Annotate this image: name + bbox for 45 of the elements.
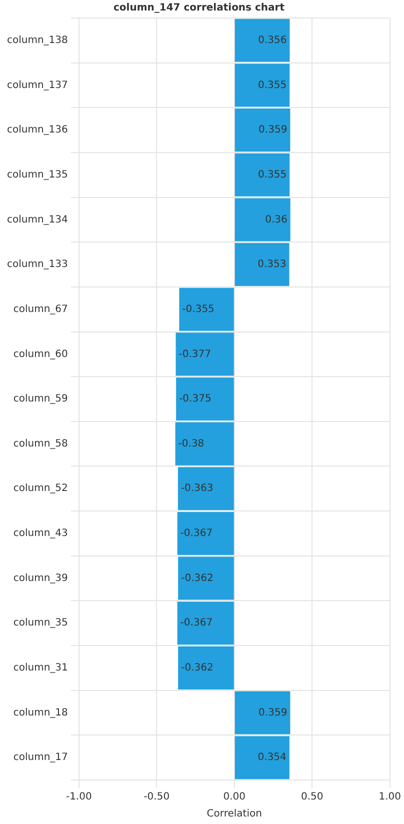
x-tick-label: 0.00: [223, 792, 246, 803]
y-tick-label: column_52: [13, 483, 68, 494]
x-tick-label: 0.50: [300, 792, 324, 803]
data-label: 0.356: [258, 35, 287, 46]
y-tick-label: column_39: [13, 572, 68, 584]
y-tick-label: column_31: [13, 662, 68, 674]
x-axis-title: Correlation: [206, 808, 262, 820]
bar: [177, 512, 234, 555]
y-tick-label: column_17: [13, 752, 68, 764]
y-tick-label: column_136: [6, 124, 68, 136]
data-label: 0.353: [258, 259, 286, 270]
data-label: -0.362: [181, 662, 214, 674]
data-label: 0.355: [258, 80, 287, 91]
data-label: -0.377: [178, 348, 212, 360]
data-label: -0.375: [179, 394, 212, 405]
y-tick-label: column_59: [13, 394, 68, 405]
bar: [178, 646, 234, 690]
y-tick-label: column_35: [13, 618, 68, 629]
y-tick-label: column_138: [6, 35, 68, 46]
bar: [234, 243, 290, 286]
x-tick-label: -1.00: [66, 792, 92, 803]
x-tick-label: -0.50: [144, 792, 170, 803]
y-tick-label: column_137: [6, 80, 68, 91]
data-label: 0.354: [258, 752, 286, 764]
data-label: 0.36: [265, 214, 288, 226]
data-label: -0.363: [180, 483, 214, 494]
y-tick-label: column_43: [13, 528, 68, 540]
y-tick-label: column_18: [13, 707, 68, 718]
data-label: -0.38: [178, 438, 204, 450]
y-tick-label: column_60: [13, 348, 68, 360]
bar: [176, 377, 234, 421]
data-label: -0.367: [180, 618, 213, 629]
data-label: -0.367: [180, 528, 213, 540]
y-tick-label: column_133: [6, 259, 68, 270]
y-tick-label: column_135: [6, 169, 68, 180]
data-label: -0.355: [182, 304, 214, 315]
y-tick-label: column_67: [13, 304, 68, 315]
data-label: -0.362: [181, 572, 214, 584]
y-tick-label: column_58: [13, 438, 68, 450]
data-label: 0.355: [258, 169, 287, 180]
data-label: 0.359: [258, 707, 288, 718]
y-tick-label: column_134: [6, 214, 68, 226]
data-label: 0.359: [258, 124, 288, 136]
x-tick-label: 1.00: [378, 792, 401, 803]
chart-title: column_147 correlations chart: [114, 2, 285, 14]
